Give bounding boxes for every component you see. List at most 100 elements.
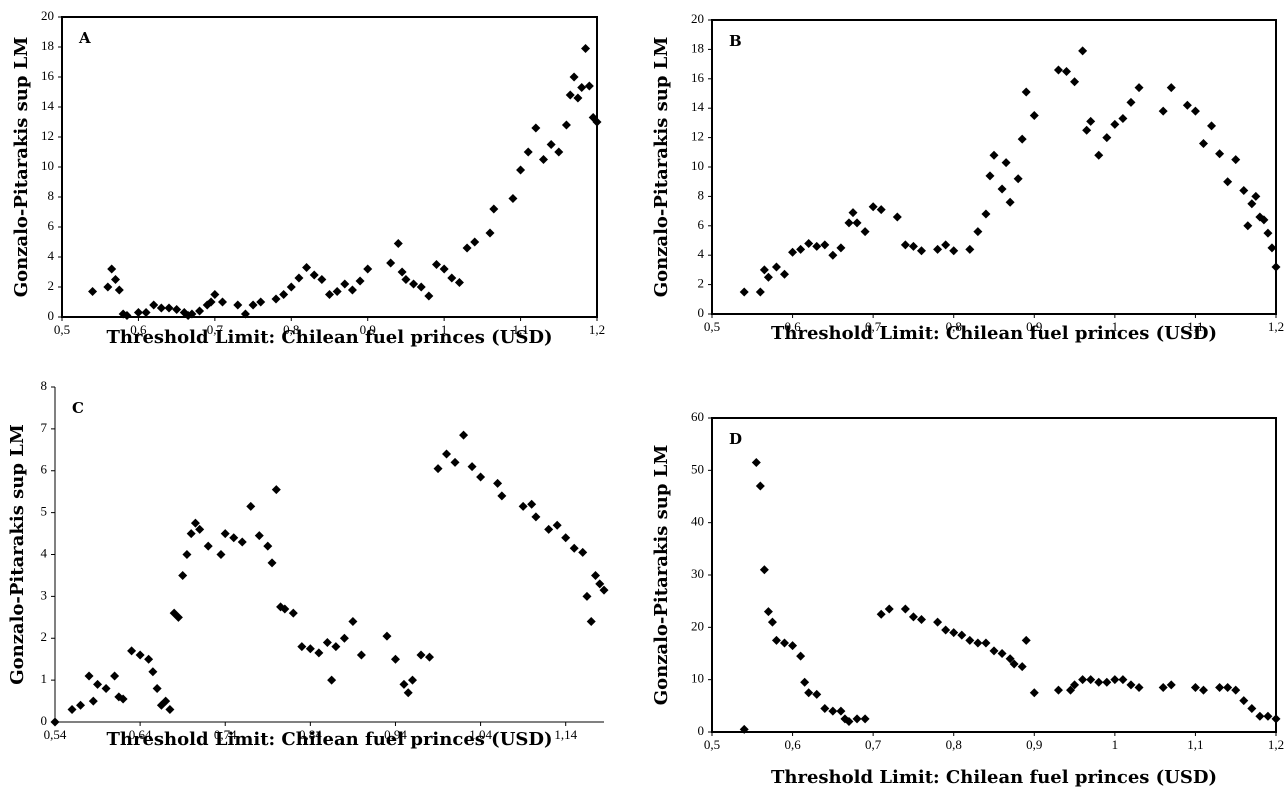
point — [164, 303, 174, 313]
point — [552, 520, 562, 530]
point — [581, 44, 591, 53]
point — [173, 612, 183, 622]
point — [1231, 155, 1241, 165]
point — [314, 648, 324, 658]
point — [582, 591, 592, 601]
y-tick-label: 0 — [41, 713, 48, 728]
plot-frame — [61, 16, 598, 318]
point — [1134, 83, 1144, 93]
point — [592, 117, 602, 127]
point — [771, 635, 781, 645]
point — [93, 679, 103, 689]
point — [997, 184, 1007, 194]
point — [288, 608, 298, 618]
y-tick-label: 6 — [698, 217, 705, 232]
point — [88, 696, 98, 706]
point — [229, 533, 239, 543]
point — [965, 635, 975, 645]
x-tick-label: 1,1 — [512, 322, 528, 337]
point — [836, 243, 846, 253]
point — [1053, 65, 1063, 75]
y-tick-label: 60 — [691, 409, 704, 424]
x-tick-label: 1,2 — [1268, 319, 1284, 334]
y-tick-label: 0 — [48, 308, 55, 323]
point — [981, 638, 991, 648]
y-tick-label: 8 — [698, 187, 705, 202]
point — [876, 609, 886, 619]
point — [1126, 97, 1136, 107]
y-tick-label: 1 — [41, 671, 48, 686]
point — [195, 306, 205, 316]
point — [327, 675, 337, 685]
y-tick-label: 18 — [691, 40, 704, 55]
point — [1267, 243, 1277, 253]
point — [812, 689, 822, 699]
point — [788, 247, 798, 257]
point — [432, 260, 441, 269]
x-tick-label: 0,6 — [130, 322, 147, 337]
x-tick-label: 0,9 — [1026, 319, 1042, 334]
point — [1251, 191, 1261, 201]
x-tick-label: 0,74 — [214, 727, 237, 742]
panel-letter: C — [72, 399, 84, 417]
x-tick-label: 0,8 — [283, 322, 299, 337]
point — [973, 227, 983, 237]
point — [348, 617, 358, 626]
point — [1062, 66, 1072, 76]
point — [836, 706, 846, 716]
point — [1166, 83, 1176, 93]
point — [989, 150, 999, 160]
point — [325, 290, 334, 299]
x-tick-label: 0,8 — [946, 319, 962, 334]
point — [1263, 711, 1273, 721]
point — [763, 272, 773, 282]
y-tick-label: 20 — [691, 11, 704, 26]
point — [305, 644, 315, 654]
point — [467, 462, 477, 472]
point — [294, 273, 304, 283]
point — [101, 684, 111, 693]
point — [546, 140, 556, 149]
point — [569, 543, 579, 553]
point — [1118, 113, 1128, 123]
point — [1207, 121, 1217, 131]
point — [302, 263, 312, 272]
point — [114, 285, 124, 295]
point — [403, 688, 413, 698]
y-tick-label: 8 — [48, 188, 55, 203]
panel-letter: D — [729, 430, 742, 448]
point — [356, 650, 366, 660]
point — [107, 264, 117, 274]
x-tick-label: 0,5 — [704, 737, 720, 752]
y-tick-label: 12 — [41, 128, 54, 143]
y-tick-label: 10 — [691, 158, 704, 173]
point — [485, 228, 495, 238]
point — [1021, 87, 1031, 97]
x-tick-label: 0,5 — [54, 322, 70, 337]
point — [1239, 186, 1249, 196]
x-tick-label: 0,7 — [207, 322, 224, 337]
point — [1086, 675, 1096, 685]
point — [1021, 635, 1031, 645]
point — [206, 297, 216, 307]
point — [1223, 683, 1233, 693]
point — [985, 171, 995, 181]
x-tick-label: 1,2 — [589, 322, 605, 337]
point — [1013, 174, 1023, 184]
x-tick-label: 1 — [1112, 319, 1119, 334]
point — [1166, 680, 1176, 690]
point — [595, 579, 605, 589]
point — [1110, 675, 1120, 685]
point — [539, 155, 548, 164]
x-tick-label: 1,2 — [1268, 737, 1284, 752]
x-tick-label: 0,9 — [1026, 737, 1042, 752]
point — [1001, 158, 1011, 168]
point — [172, 305, 182, 314]
point — [1231, 685, 1241, 695]
point — [470, 237, 480, 247]
point — [386, 258, 396, 268]
x-tick-label: 0,5 — [704, 319, 720, 334]
point — [788, 641, 798, 651]
point — [103, 282, 113, 292]
x-tick-label: 0,7 — [865, 737, 882, 752]
